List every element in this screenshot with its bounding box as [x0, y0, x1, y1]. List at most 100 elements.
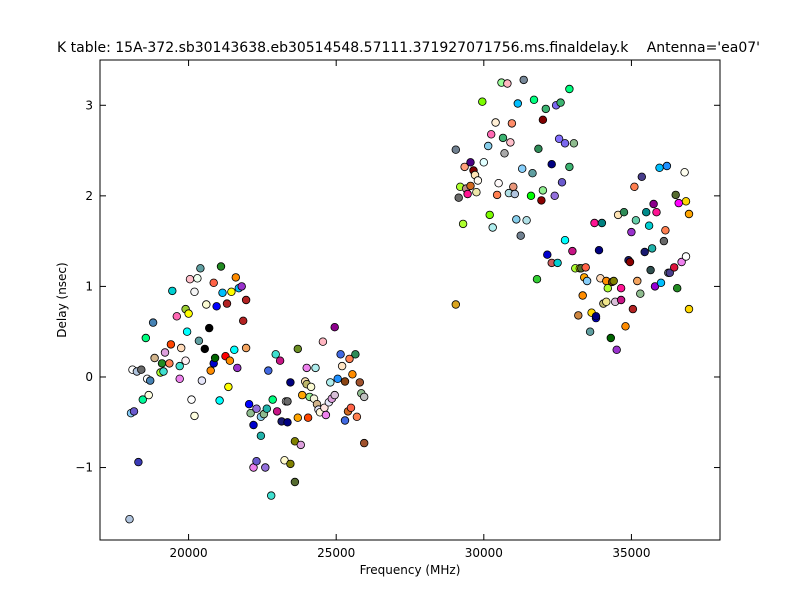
data-point	[537, 196, 546, 205]
data-point	[655, 163, 664, 172]
x-axis-label: Frequency (MHz)	[360, 563, 461, 577]
data-point	[673, 284, 682, 293]
data-point	[346, 403, 356, 412]
data-point	[187, 395, 196, 404]
plot-area	[100, 60, 720, 540]
data-point	[538, 186, 548, 195]
data-point	[454, 193, 463, 202]
data-point	[513, 99, 522, 108]
data-point	[503, 79, 512, 88]
data-point	[659, 236, 669, 246]
data-point	[318, 337, 328, 346]
data-point	[303, 413, 313, 422]
data-point	[138, 395, 147, 404]
data-point	[286, 459, 295, 469]
data-point	[345, 354, 354, 364]
data-point	[256, 431, 266, 440]
data-point	[204, 323, 214, 333]
data-point	[532, 275, 542, 284]
data-point	[619, 207, 629, 217]
y-tick-label: 2	[85, 189, 93, 203]
data-point	[306, 382, 316, 392]
data-point	[642, 207, 651, 217]
data-point	[190, 287, 199, 296]
data-point	[516, 231, 525, 240]
data-point	[650, 282, 660, 291]
data-point	[484, 141, 493, 151]
data-point	[534, 144, 543, 153]
data-point	[302, 363, 311, 373]
data-point	[478, 97, 487, 106]
data-point	[463, 189, 472, 199]
data-point	[522, 216, 531, 225]
data-point	[574, 311, 583, 320]
data-point	[529, 95, 539, 104]
data-point	[597, 218, 607, 228]
data-point	[141, 333, 150, 343]
data-point	[506, 138, 515, 147]
data-point	[286, 378, 295, 387]
data-point	[602, 297, 611, 306]
data-point	[458, 219, 468, 229]
data-point	[656, 278, 666, 287]
data-point	[636, 289, 645, 298]
data-point	[168, 286, 177, 296]
data-point	[662, 161, 672, 171]
data-point	[196, 264, 205, 273]
data-point	[606, 333, 615, 343]
data-point	[360, 438, 369, 448]
data-point	[311, 363, 320, 373]
data-point	[202, 300, 211, 309]
data-point	[661, 226, 670, 235]
data-point	[547, 159, 556, 169]
data-point	[330, 323, 339, 332]
data-point	[451, 300, 460, 309]
data-point	[264, 366, 273, 375]
markers-layer	[125, 75, 694, 524]
data-point	[528, 168, 537, 178]
x-tick-label: 30000	[465, 546, 503, 560]
data-point	[487, 130, 496, 139]
data-point	[233, 363, 242, 373]
data-point	[556, 98, 565, 107]
data-point	[466, 158, 475, 167]
data-point	[227, 287, 236, 296]
axis-ticks	[100, 60, 720, 540]
data-point	[560, 235, 570, 245]
data-point	[321, 410, 331, 420]
chart-title: K table: 15A-372.sb30143638.eb30514548.5…	[57, 40, 629, 56]
data-point	[262, 404, 271, 413]
data-point	[231, 273, 240, 282]
data-point	[172, 312, 181, 321]
data-point	[241, 343, 251, 353]
data-point	[283, 397, 292, 406]
data-point	[557, 178, 567, 187]
data-point	[160, 348, 170, 357]
data-point	[473, 176, 483, 185]
data-point	[271, 350, 280, 359]
data-point	[209, 278, 218, 287]
data-point	[333, 374, 342, 383]
data-point	[351, 350, 360, 359]
data-point	[500, 149, 509, 158]
data-point	[637, 172, 646, 181]
data-point	[206, 366, 215, 375]
data-point	[267, 491, 276, 500]
data-point	[176, 343, 186, 353]
data-point	[569, 139, 579, 148]
data-point	[633, 276, 642, 286]
data-point	[212, 302, 221, 311]
data-point	[565, 162, 574, 172]
data-point	[175, 374, 184, 383]
data-point	[674, 198, 683, 208]
data-point	[640, 247, 649, 257]
data-point	[148, 318, 158, 327]
data-point	[684, 304, 694, 314]
data-point	[185, 275, 195, 284]
data-point	[272, 407, 282, 416]
data-point	[491, 118, 500, 127]
data-point	[510, 189, 519, 199]
plot-frame	[99, 59, 721, 541]
data-point	[246, 409, 255, 418]
